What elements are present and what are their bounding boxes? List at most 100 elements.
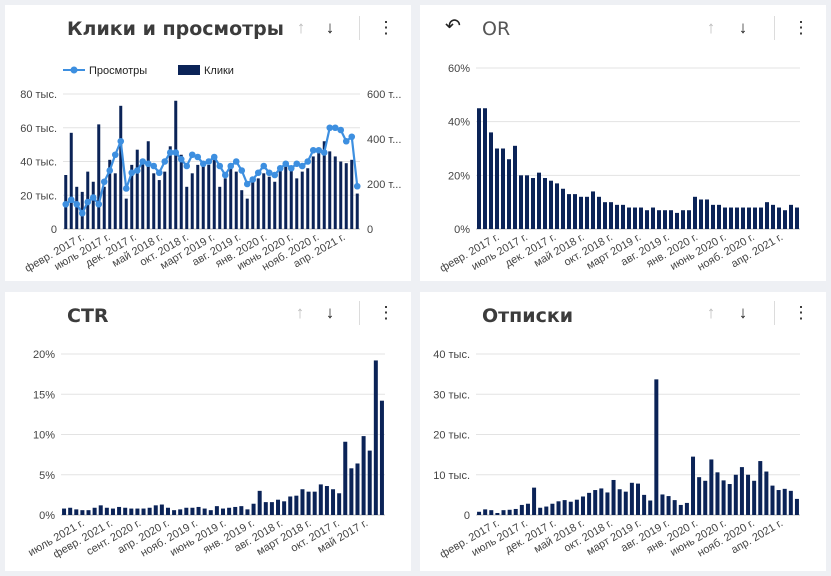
- bar: [747, 207, 751, 229]
- bar: [752, 480, 757, 515]
- y-tick-label: 60%: [448, 63, 470, 75]
- bar: [68, 507, 73, 515]
- line-point: [128, 169, 136, 177]
- more-vert-icon[interactable]: ⋮: [377, 303, 395, 322]
- bar: [777, 207, 781, 229]
- bar: [691, 456, 696, 515]
- bar: [146, 141, 150, 229]
- line-point: [95, 200, 103, 208]
- bar: [306, 491, 311, 515]
- bar: [513, 508, 518, 515]
- bar: [555, 183, 559, 229]
- bar: [615, 204, 619, 229]
- bar: [623, 491, 628, 515]
- y-tick-label: 80 тыс.: [20, 89, 57, 101]
- bar: [278, 169, 282, 229]
- bar: [141, 508, 146, 515]
- bar: [684, 502, 689, 515]
- toolbar-divider: [359, 301, 360, 325]
- more-vert-icon[interactable]: ⋮: [377, 18, 395, 37]
- bar: [98, 505, 103, 515]
- bar: [214, 506, 219, 515]
- more-vert-icon[interactable]: ⋮: [792, 18, 810, 37]
- y-tick-label: 20%: [33, 349, 55, 361]
- bar: [355, 463, 360, 515]
- bar: [212, 156, 216, 229]
- arrow-up-icon[interactable]: ↑: [295, 303, 305, 322]
- bar: [771, 204, 775, 229]
- bar: [196, 506, 201, 515]
- y2-tick-label: 400 т...: [367, 134, 401, 146]
- bar: [568, 501, 573, 515]
- bar: [102, 186, 106, 229]
- arrow-up-icon[interactable]: ↑: [296, 18, 306, 37]
- bar: [331, 489, 336, 515]
- bar: [729, 207, 733, 229]
- arrow-up-icon[interactable]: ↑: [706, 303, 716, 322]
- bar: [507, 509, 512, 515]
- y-tick-label: 20%: [448, 170, 470, 182]
- bar: [711, 204, 715, 229]
- y-tick-label: 20 тыс.: [20, 190, 57, 202]
- bar: [669, 210, 673, 229]
- bar: [92, 507, 97, 515]
- line-point: [232, 158, 240, 165]
- bar: [251, 180, 255, 229]
- bar: [703, 480, 708, 515]
- arrow-down-icon[interactable]: ↓: [738, 303, 748, 322]
- bar: [317, 148, 321, 229]
- bar: [513, 145, 517, 229]
- bar: [477, 108, 481, 229]
- arrow-down-icon[interactable]: ↓: [325, 18, 335, 37]
- bar: [117, 506, 122, 515]
- y-tick-label: 40 тыс.: [20, 157, 57, 169]
- bar: [172, 510, 177, 515]
- arrow-down-icon[interactable]: ↓: [738, 18, 748, 37]
- more-vert-icon[interactable]: ⋮: [792, 303, 810, 322]
- bar: [538, 507, 543, 515]
- line-point: [249, 176, 257, 183]
- bar: [663, 210, 667, 229]
- toolbar-divider: [774, 16, 775, 40]
- bar: [633, 207, 637, 229]
- bar: [735, 207, 739, 229]
- y-tick-label: 5%: [39, 470, 55, 482]
- line-point: [111, 151, 119, 159]
- line-point: [293, 160, 301, 168]
- chart-or: 0%20%40%60%февр. 2017 г.июль 2017 г.дек.…: [438, 63, 800, 275]
- bar: [672, 500, 677, 515]
- bar: [207, 164, 211, 229]
- line-point: [150, 162, 158, 170]
- bar: [519, 504, 524, 515]
- bar: [74, 509, 79, 515]
- arrow-down-icon[interactable]: ↓: [325, 303, 335, 322]
- line-point: [122, 185, 130, 192]
- line-point: [161, 158, 169, 165]
- chart-card-unsubscribes: Отписки ↑ ↓ ⋮ 0 10 тыс. 20 тыс. 30 тыс. 40 т…: [420, 292, 826, 571]
- line-point: [337, 126, 345, 134]
- bar: [715, 472, 720, 515]
- line-point: [287, 164, 295, 172]
- toolbar-divider: [359, 16, 360, 40]
- bar: [322, 141, 326, 229]
- bar: [636, 483, 640, 515]
- y-tick-label: 10 тыс.: [433, 470, 470, 482]
- undo-icon[interactable]: ↶: [445, 15, 461, 37]
- bar: [80, 510, 85, 515]
- bar: [507, 159, 511, 229]
- bar: [208, 510, 213, 515]
- line-point: [89, 194, 97, 201]
- bar: [585, 196, 589, 229]
- y-tick-label: 40%: [448, 117, 470, 129]
- line-point: [155, 169, 163, 177]
- bar: [501, 510, 506, 515]
- bar: [344, 163, 348, 229]
- y-tick-label: 10%: [33, 430, 55, 442]
- y2-tick-label: 600 т...: [367, 89, 401, 101]
- bar: [603, 202, 607, 229]
- line-point: [84, 198, 92, 206]
- bar: [221, 508, 225, 515]
- bar: [717, 204, 721, 229]
- arrow-up-icon[interactable]: ↑: [706, 18, 716, 37]
- bar: [741, 207, 745, 229]
